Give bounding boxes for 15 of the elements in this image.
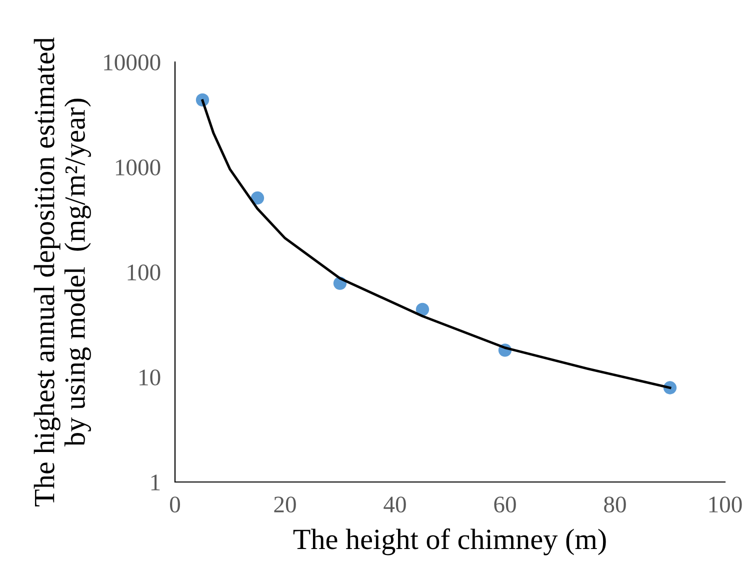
y-tick-label: 1000: [116, 159, 160, 176]
x-tick-label: 0: [170, 496, 180, 513]
x-tick-label: 60: [494, 496, 516, 513]
y-tick-label: 10000: [104, 54, 160, 70]
x-axis-title: The height of chimney (m): [293, 528, 606, 556]
x-tick-label: 100: [709, 496, 742, 513]
y-tick-label: 100: [128, 264, 160, 280]
x-tick-label: 40: [384, 496, 406, 513]
y-tick-label: 10: [140, 369, 160, 386]
x-tick-label: 20: [274, 496, 296, 513]
point: [250, 191, 264, 205]
y-axis-title: The highest annual deposition estimated by using model (mg/m²/year): [34, 37, 91, 506]
x-tick-label: 80: [604, 496, 626, 513]
y-tick-label: 1: [151, 474, 160, 490]
point: [416, 302, 430, 316]
